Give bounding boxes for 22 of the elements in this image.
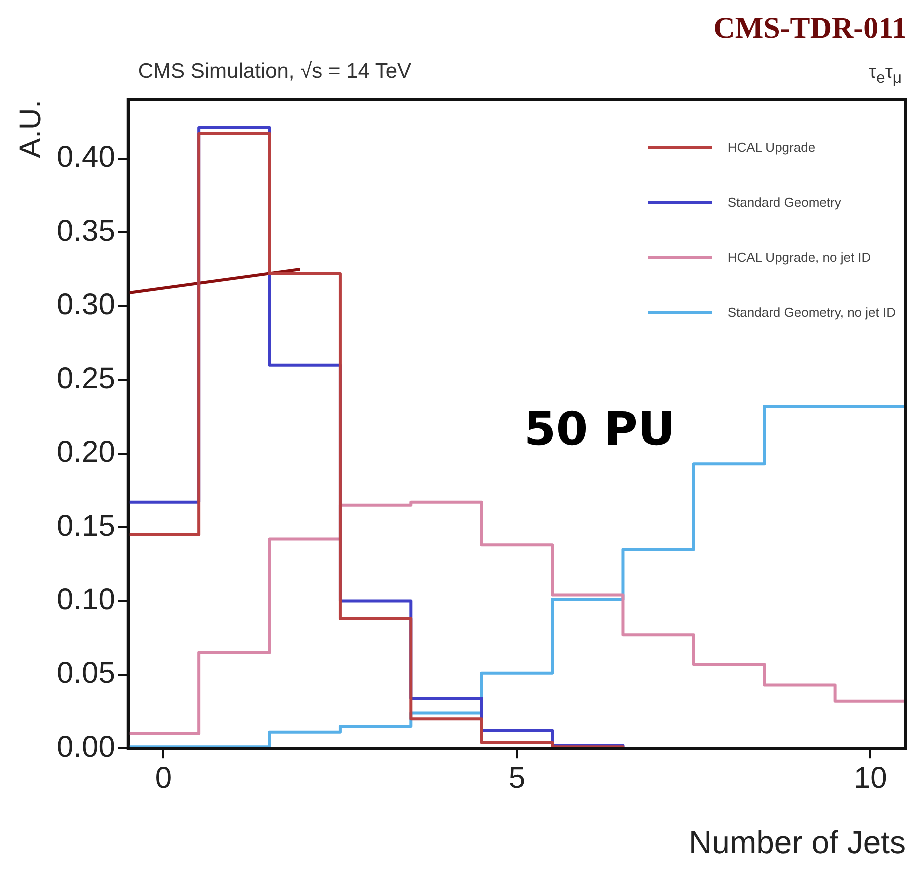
legend-label: Standard Geometry, no jet ID [728, 305, 896, 320]
y-tick-label: 0.30 [57, 288, 116, 322]
x-tick-label: 5 [508, 762, 526, 795]
text: CMS-TDR-011 [714, 12, 907, 46]
text: τ$_{e}$τ$_{μ}$ [869, 62, 902, 88]
y-tick-label: 0.15 [57, 510, 116, 543]
legend-label: Standard Geometry [728, 195, 842, 210]
legend-label: HCAL Upgrade [728, 140, 816, 155]
y-tick-label: 0.35 [57, 214, 116, 248]
x-tick-label: 0 [155, 762, 172, 795]
chart-title: CMS Simulation, √s = 14 TeV [138, 60, 412, 84]
legend-label: HCAL Upgrade, no jet ID [728, 250, 872, 265]
y-tick-label: 0.20 [57, 436, 116, 470]
y-tick-label: 0.10 [57, 583, 116, 616]
y-tick-label: 0.00 [57, 730, 116, 764]
x-axis-title: Number of Jets [689, 824, 906, 861]
y-tick-label: 0.05 [57, 657, 116, 690]
y-tick-label: 0.40 [57, 141, 116, 174]
annotation: 50 PU [524, 402, 676, 456]
y-tick-label: 0.25 [57, 362, 116, 396]
x-tick-label: 10 [854, 762, 888, 795]
y-axis-title: A.U. [14, 100, 48, 158]
